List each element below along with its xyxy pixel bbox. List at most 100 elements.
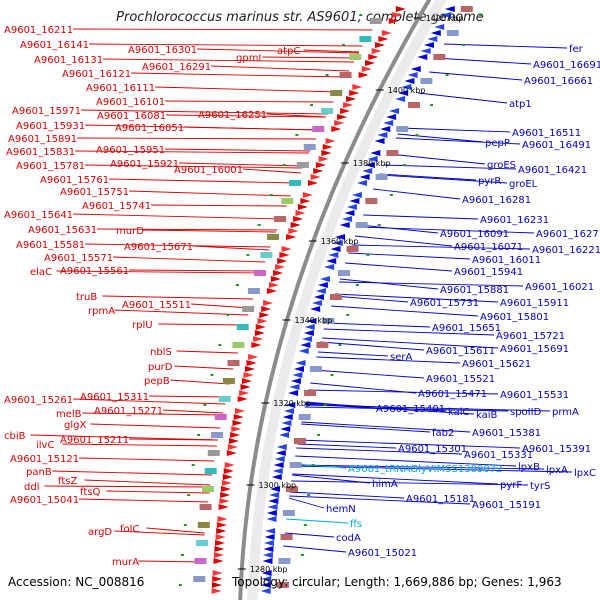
gene-label-line: [301, 421, 471, 433]
rna-dot-left: [180, 554, 184, 556]
gene-label-forward: A9601_16121: [62, 69, 131, 80]
forward-gene-mark: [266, 288, 277, 294]
gene-label-line: [90, 423, 221, 429]
gene-label-line: [379, 173, 477, 181]
gene-label-forward: A9601_15561: [60, 266, 129, 277]
forward-gene-mark: [346, 96, 357, 102]
gene-label-reverse: A9601_16491: [522, 140, 591, 151]
gene-label-line: [322, 337, 499, 349]
reverse-gene-mark: [383, 120, 394, 126]
forward-gene-mark: [211, 588, 222, 594]
gene-label-forward: A9601_15951: [96, 145, 165, 156]
gene-label-line: [333, 295, 409, 303]
gene-label-line: [395, 137, 521, 145]
gene-label-line: [146, 527, 205, 534]
genome-backbone: [238, 0, 432, 600]
rna-dot-left: [359, 14, 363, 16]
gene-label-forward: A9601_15931: [16, 121, 85, 132]
cog-block-left: [303, 144, 316, 150]
reverse-gene-mark: [266, 516, 277, 522]
reverse-gene-mark: [313, 294, 324, 300]
rna-dot-right: [300, 554, 304, 556]
reverse-gene-mark: [417, 54, 428, 60]
cog-block-left: [253, 270, 266, 276]
forward-gene-mark: [259, 312, 270, 318]
gene-label-reverse: A9601_15731: [410, 298, 479, 309]
gene-label-line: [291, 480, 529, 486]
reverse-gene-mark: [265, 528, 276, 534]
reverse-gene-mark: [310, 306, 321, 312]
gene-label-reverse: A9601_15301: [398, 444, 467, 455]
rna-label: ffs: [350, 519, 362, 530]
gene-label-line: [289, 495, 471, 505]
reverse-gene-mark: [315, 288, 326, 294]
gene-label-forward: cbiB: [4, 431, 26, 442]
gene-label-forward: A9601_16301: [128, 45, 197, 56]
cog-block-right: [386, 150, 399, 156]
gene-label-line: [85, 124, 321, 131]
forward-gene-mark: [272, 270, 283, 276]
reverse-gene-mark: [359, 174, 370, 180]
forward-gene-mark: [239, 390, 250, 396]
forward-gene-mark: [343, 102, 354, 108]
gene-label-line: [288, 497, 325, 509]
gene-label-line: [308, 389, 499, 395]
accession-text: Accession: NC_008816: [8, 575, 145, 589]
rna-dot-left: [257, 224, 261, 226]
gene-label-line: [89, 43, 363, 47]
forward-gene-mark: [227, 444, 238, 450]
forward-gene-mark: [214, 546, 225, 552]
kbp-ticks: 1420 kbp 1400 kbp 1380 kbp 1360 kbp 1340 kbp…: [237, 14, 463, 574]
rna-dot-right: [445, 74, 449, 76]
reverse-gene-mark: [410, 66, 421, 72]
gene-label-forward: A9601_15121: [10, 454, 79, 465]
forward-gene-mark: [365, 60, 376, 66]
cog-block-right: [329, 294, 342, 300]
gene-label-reverse: A9601_15331: [464, 450, 533, 461]
cog-block-left: [369, 18, 382, 24]
reverse-gene-mark: [262, 558, 273, 564]
cog-block-left: [236, 324, 249, 330]
reverse-gene-mark: [364, 162, 375, 168]
reverse-gene-mark: [268, 498, 279, 504]
gene-label-line: [418, 92, 508, 104]
gene-label-line: [297, 439, 521, 449]
reverse-gene-mark: [312, 300, 323, 306]
gene-label-forward: A9601_16251: [198, 110, 267, 121]
gene-label-line: [292, 473, 499, 485]
rna-label-line: [293, 463, 347, 469]
rna-dot-right: [303, 524, 307, 526]
kbp-tick-label: 1280 kbp: [250, 565, 288, 574]
forward-gene-mark: [313, 168, 324, 174]
cog-block-left: [214, 414, 227, 420]
gene-label-line: [339, 278, 439, 290]
forward-gene-mark: [237, 396, 248, 402]
rna-dot-right: [330, 374, 334, 376]
cog-block-right: [396, 126, 409, 132]
gene-label-line: [165, 100, 334, 103]
forward-gene-mark: [361, 66, 372, 72]
gene-label-reverse: A9601_16021: [525, 282, 594, 293]
gene-label-forward: murD: [116, 226, 144, 237]
forward-gene-mark: [257, 318, 268, 324]
rna-dot-right: [317, 434, 321, 436]
rna-dot-right: [430, 104, 434, 106]
rna-dot-left: [203, 404, 207, 406]
forward-gene-mark: [337, 114, 348, 120]
gene-label-forward: A9601_16081: [97, 111, 166, 122]
forward-gene-mark: [233, 414, 244, 420]
forward-gene-mark: [214, 540, 225, 546]
forward-gene-mark: [270, 276, 281, 282]
forward-gene-mark: [261, 306, 272, 312]
forward-gene-mark: [246, 360, 257, 366]
gene-label-line: [388, 153, 486, 165]
gene-label-forward: folC: [120, 524, 139, 535]
gene-label-reverse: A9601_15531: [500, 390, 569, 401]
gene-label-reverse: A9601_15381: [472, 428, 541, 439]
forward-gene-mark: [212, 570, 223, 576]
gene-label-line: [85, 164, 303, 169]
forward-gene-mark: [243, 372, 254, 378]
gene-label-reverse: A9601_16271: [536, 229, 600, 240]
gene-label-line: [379, 174, 508, 184]
forward-gene-mark: [368, 54, 379, 60]
